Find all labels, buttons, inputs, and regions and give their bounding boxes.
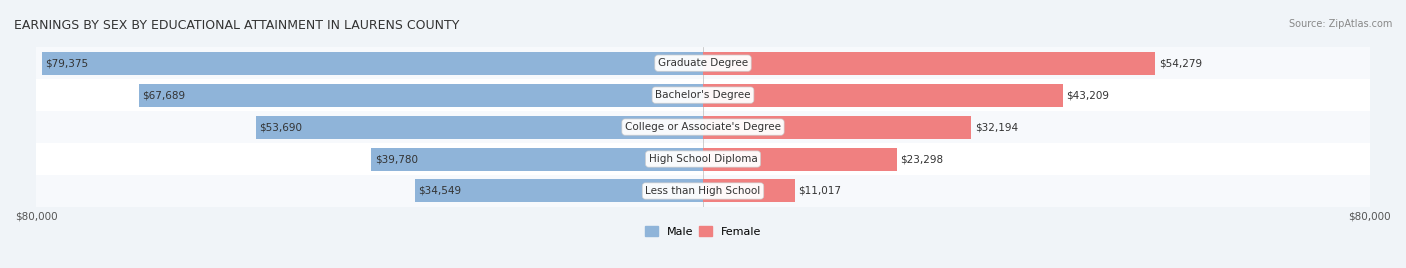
Text: Less than High School: Less than High School — [645, 186, 761, 196]
Text: $53,690: $53,690 — [259, 122, 302, 132]
Text: EARNINGS BY SEX BY EDUCATIONAL ATTAINMENT IN LAURENS COUNTY: EARNINGS BY SEX BY EDUCATIONAL ATTAINMEN… — [14, 19, 460, 32]
Bar — [703, 147, 897, 170]
Text: High School Diploma: High School Diploma — [648, 154, 758, 164]
Bar — [256, 116, 703, 139]
Text: Graduate Degree: Graduate Degree — [658, 58, 748, 68]
Bar — [371, 147, 703, 170]
Bar — [703, 180, 794, 203]
Text: $67,689: $67,689 — [142, 90, 186, 100]
Bar — [37, 111, 1369, 143]
Text: $23,298: $23,298 — [900, 154, 943, 164]
Text: College or Associate's Degree: College or Associate's Degree — [626, 122, 780, 132]
Bar — [37, 79, 1369, 111]
Bar — [37, 143, 1369, 175]
Text: Source: ZipAtlas.com: Source: ZipAtlas.com — [1288, 19, 1392, 29]
Text: $39,780: $39,780 — [375, 154, 418, 164]
Bar — [37, 47, 1369, 79]
Text: $34,549: $34,549 — [419, 186, 461, 196]
Text: $11,017: $11,017 — [799, 186, 841, 196]
Bar — [703, 52, 1156, 75]
Text: $79,375: $79,375 — [45, 58, 89, 68]
Bar — [42, 52, 703, 75]
Text: $32,194: $32,194 — [974, 122, 1018, 132]
Text: Bachelor's Degree: Bachelor's Degree — [655, 90, 751, 100]
Bar — [37, 175, 1369, 207]
Bar — [139, 84, 703, 107]
Legend: Male, Female: Male, Female — [640, 222, 766, 241]
Bar — [703, 116, 972, 139]
Bar — [415, 180, 703, 203]
Text: $54,279: $54,279 — [1159, 58, 1202, 68]
Text: $43,209: $43,209 — [1066, 90, 1109, 100]
Bar — [703, 84, 1063, 107]
